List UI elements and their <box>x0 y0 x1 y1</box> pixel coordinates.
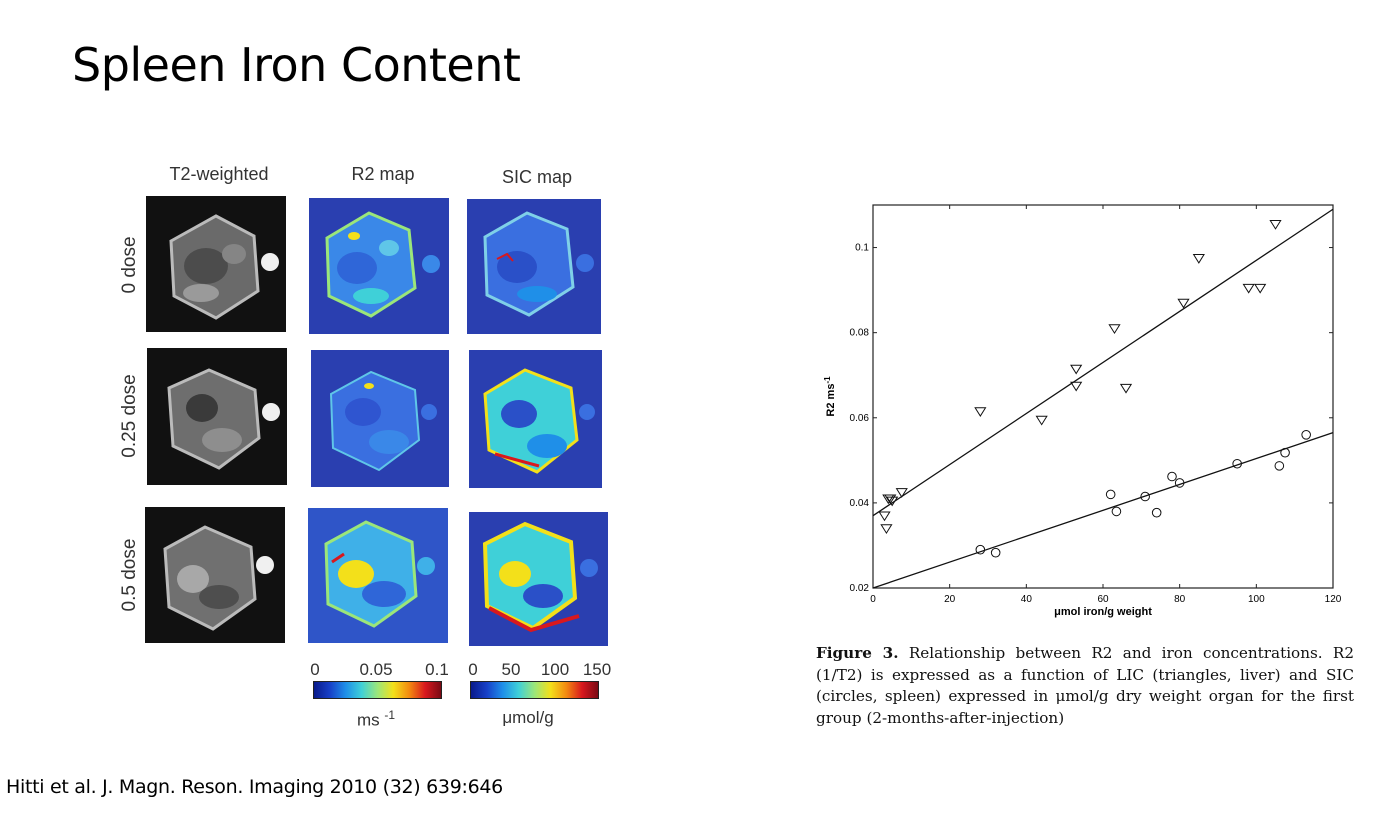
fit-lines <box>872 208 1334 589</box>
data-point-circle <box>990 547 1001 558</box>
colorbar-umol-tick: 50 <box>501 660 521 679</box>
y-tick-label: 0.08 <box>850 328 870 339</box>
row-label-0-dose: 0 dose <box>119 236 140 294</box>
data-point-circle <box>1174 478 1185 488</box>
y-tick-label: 0.04 <box>850 498 870 509</box>
axis-ticks: 0 20 40 60 80 100 120 0.02 0.04 0.06 0.08 0.1 <box>850 205 1342 605</box>
y-axis-label: R2 ms-1 <box>823 376 837 417</box>
fit-line-triangle-down <box>872 208 1334 517</box>
colorbar-umol-tick: 150 <box>582 660 612 679</box>
x-tick-label: 40 <box>1021 594 1033 605</box>
data-point-triangle <box>886 496 899 507</box>
row-label-025-dose: 0.25 dose <box>119 374 140 458</box>
r2-map-025-dose <box>311 350 449 487</box>
colorbar-umol-tick: 100 <box>540 660 570 679</box>
fit-line-circle <box>872 432 1334 589</box>
colorbar-ms-unit: ms -1 <box>356 708 396 730</box>
y-tick-label: 0.02 <box>850 583 870 594</box>
data-point-circle <box>1232 458 1242 469</box>
data-point-circle <box>1140 491 1150 502</box>
sic-map-0-dose <box>467 199 601 334</box>
column-label-sic-map: SIC map <box>501 167 573 187</box>
data-point-triangle <box>1254 283 1267 294</box>
citation: Hitti et al. J. Magn. Reson. Imaging 201… <box>6 776 503 798</box>
data-point-circle <box>1167 471 1177 482</box>
plot-frame <box>872 204 1334 589</box>
x-tick-label: 100 <box>1248 594 1265 605</box>
r2-map-05-dose <box>308 508 448 643</box>
x-tick-label: 80 <box>1174 594 1186 605</box>
data-point-triangle <box>895 488 908 498</box>
x-tick-label: 120 <box>1325 594 1342 605</box>
x-tick-label: 20 <box>944 594 956 605</box>
colorbar-umol-tick: 0 <box>468 660 478 679</box>
x-tick-label: 0 <box>870 594 876 605</box>
data-point-triangle <box>974 407 987 418</box>
colorbar-ms-tick: 0.1 <box>425 660 449 679</box>
data-point-triangle <box>1269 220 1282 230</box>
data-point-triangle <box>1035 415 1048 426</box>
data-point-triangle <box>1119 383 1133 394</box>
slide-title: Spleen Iron Content <box>72 38 521 92</box>
scatter-chart-svg: 0 20 40 60 80 100 120 0.02 0.04 0.06 0.08 0.1 μmol … <box>823 204 1342 618</box>
data-point-circle <box>1280 447 1290 458</box>
data-point-triangle <box>1070 381 1083 392</box>
data-point-triangle <box>1242 283 1255 294</box>
row-label-05-dose: 0.5 dose <box>119 538 140 612</box>
t2-weighted-image-0-dose <box>146 196 286 332</box>
column-label-t2-weighted: T2-weighted <box>169 164 269 184</box>
data-point-circle <box>1151 507 1162 518</box>
data-point-circle <box>1111 506 1122 517</box>
data-point-circle <box>1274 461 1285 471</box>
data-point-circle <box>975 544 986 555</box>
caption-text: Relationship between R2 and iron concent… <box>816 644 1354 727</box>
data-point-triangle <box>1177 298 1190 309</box>
data-point-triangle <box>1108 324 1121 335</box>
colorbar-umol-unit: μmol/g <box>502 708 554 727</box>
data-point-triangle <box>878 511 891 522</box>
r2-map-0-dose <box>309 198 449 334</box>
scatter-chart: 0 20 40 60 80 100 120 0.02 0.04 0.06 0.08 0.1 μmol … <box>820 195 1360 625</box>
data-points <box>878 220 1311 558</box>
data-point-triangle <box>1070 364 1083 375</box>
sic-map-025-dose <box>469 350 602 488</box>
x-axis-label: μmol iron/g weight <box>1054 606 1152 618</box>
data-point-triangle <box>1192 254 1205 264</box>
caption-label: Figure 3. <box>816 644 899 662</box>
colorbar-ms-tick: 0 <box>310 660 320 679</box>
colorbar-ms-tick: 0.05 <box>359 660 393 679</box>
y-tick-label: 0.1 <box>855 243 869 254</box>
data-point-circle <box>1105 489 1116 500</box>
colorbar-umol <box>470 681 599 699</box>
column-label-r2-map: R2 map <box>351 164 415 184</box>
figure-caption: Figure 3. Relationship between R2 and ir… <box>816 643 1354 729</box>
t2-weighted-image-025-dose <box>147 348 287 485</box>
sic-map-05-dose <box>469 512 608 646</box>
data-point-circle <box>1301 430 1311 440</box>
y-tick-label: 0.06 <box>850 413 870 424</box>
t2-weighted-image-05-dose <box>145 507 285 643</box>
x-tick-label: 60 <box>1097 594 1109 605</box>
data-point-triangle <box>880 524 893 535</box>
colorbar-ms <box>313 681 442 699</box>
